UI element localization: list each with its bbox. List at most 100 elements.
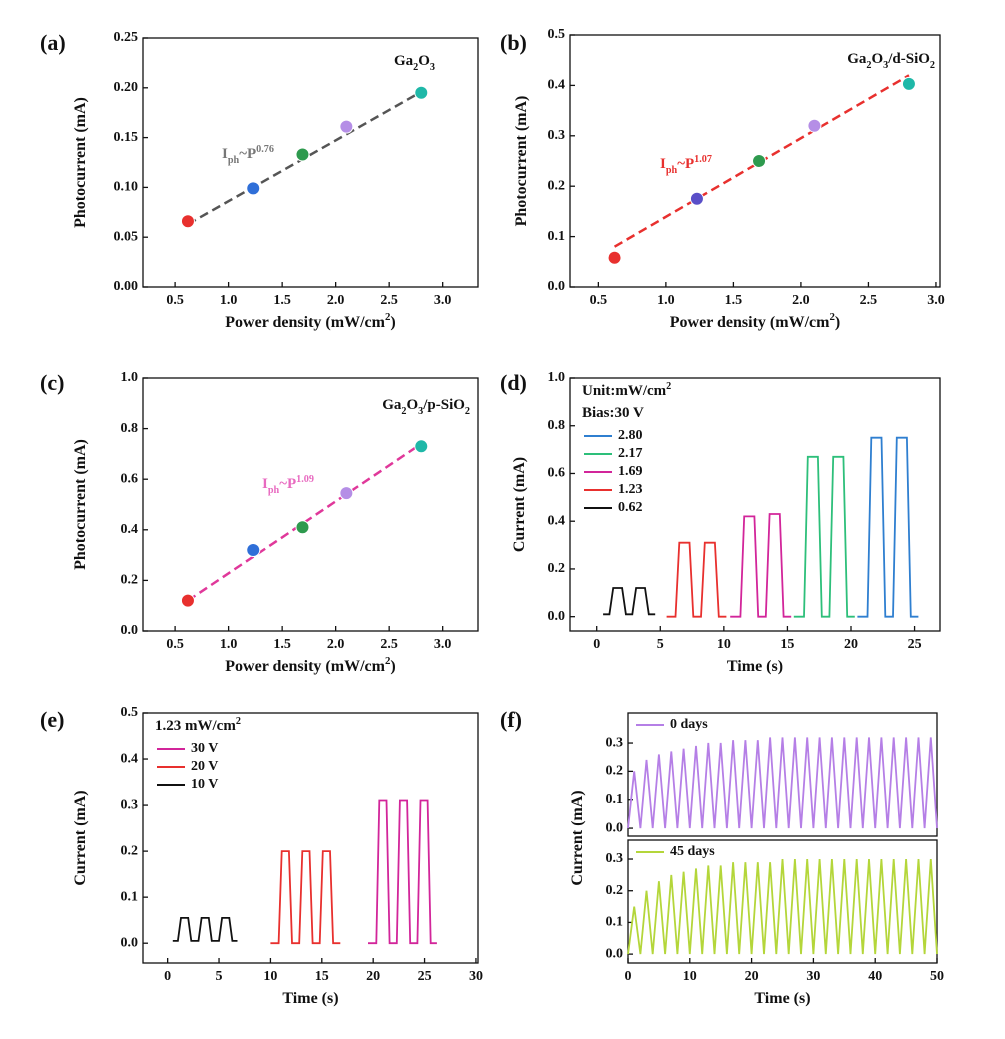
x-tick-label: 20	[844, 637, 858, 652]
legend-header: Bias:30 V	[582, 405, 644, 421]
y-tick-label: 0.0	[606, 820, 624, 835]
text-part: Time (s)	[282, 990, 338, 1007]
data-point	[295, 147, 310, 162]
text-part: Current (mA)	[511, 457, 528, 552]
text-part: 0.76	[256, 144, 274, 155]
annotation: Iph~P1.09	[262, 474, 314, 496]
text-part: 2	[465, 406, 470, 417]
legend-label: 45 days	[670, 844, 715, 859]
y-tick-label: 0.4	[548, 513, 566, 528]
x-tick-label: 1.0	[220, 293, 238, 308]
x-tick-label: 1.0	[220, 637, 238, 652]
plot-frame	[569, 377, 941, 632]
text-part: ph	[228, 155, 240, 166]
y-tick-label: 0.2	[548, 561, 566, 576]
y-tick-label: 0.20	[114, 80, 139, 95]
data-point	[180, 214, 195, 229]
data-line	[730, 513, 792, 618]
annotation: Ga2O3/d-SiO2	[847, 51, 935, 70]
x-tick-label: 2.0	[792, 293, 810, 308]
text-part: I	[262, 476, 268, 492]
text-part: Photocurrent (mA)	[513, 96, 530, 227]
x-tick-label: 2.0	[327, 293, 345, 308]
plot-frame	[627, 712, 938, 837]
y-tick-label: 0.10	[114, 180, 139, 195]
text-part: O	[418, 53, 430, 69]
text-part: Power density (mW/cm	[670, 314, 830, 331]
x-tick-label: 15	[315, 969, 329, 984]
y-tick-label: 0.8	[121, 421, 139, 436]
y-tick-label: 0.5	[121, 705, 139, 720]
plot-frame	[142, 712, 479, 964]
text-part: )	[390, 658, 395, 675]
text-part: 2	[413, 62, 418, 73]
text-part: ph	[666, 165, 678, 176]
text-part: Current (mA)	[72, 790, 89, 885]
y-tick-label: 1.0	[121, 370, 139, 385]
data-line	[270, 850, 341, 945]
data-point	[339, 486, 354, 501]
x-tick-label: 3.0	[434, 637, 452, 652]
y-tick-label: 0.3	[121, 797, 139, 812]
text-part: Photocurrent (mA)	[72, 439, 89, 570]
legend-label: 30 V	[191, 741, 218, 756]
y-axis-label: Photocurrent (mA)	[72, 97, 89, 228]
text-part: ~P	[677, 156, 694, 172]
x-tick-label: 40	[868, 969, 882, 984]
plot-frame	[569, 34, 941, 288]
data-point	[901, 76, 916, 91]
panel-label: (b)	[500, 30, 527, 55]
x-axis-label: Power density (mW/cm2)	[670, 311, 840, 331]
legend-header: 1.23 mW/cm2	[155, 716, 241, 735]
text-part: /d-SiO	[887, 51, 930, 67]
data-line	[627, 737, 938, 829]
panel-label: (a)	[40, 30, 66, 55]
y-tick-label: 0.25	[114, 30, 139, 45]
y-tick-label: 0.4	[548, 78, 566, 93]
y-tick-label: 0.00	[114, 279, 139, 294]
text-part: 2	[236, 716, 241, 727]
text-part: /p-SiO	[422, 397, 465, 413]
legend-label: 0.62	[618, 500, 643, 515]
panel-label: (c)	[40, 370, 64, 395]
text-part: Current (mA)	[569, 790, 586, 885]
text-part: )	[835, 314, 840, 331]
text-part: 2	[930, 60, 935, 71]
text-part: Unit:mW/cm	[582, 383, 667, 399]
y-axis-label: Current (mA)	[511, 457, 528, 552]
y-axis-label: Photocurrent (mA)	[513, 96, 530, 227]
y-tick-label: 0.1	[548, 229, 566, 244]
x-axis-label: Time (s)	[727, 658, 783, 675]
x-tick-label: 0	[593, 637, 600, 652]
text-part: Ga	[382, 397, 402, 413]
text-part: 1.07	[694, 154, 712, 165]
x-tick-label: 20	[745, 969, 759, 984]
data-point	[339, 119, 354, 134]
x-tick-label: 30	[469, 969, 483, 984]
text-part: Bias:30 V	[582, 405, 644, 421]
y-tick-label: 0.8	[548, 418, 566, 433]
y-axis-label: Photocurrent (mA)	[72, 439, 89, 570]
text-part: 2	[866, 60, 871, 71]
y-tick-label: 0.1	[606, 915, 624, 930]
data-line	[172, 917, 238, 942]
y-tick-label: 0.6	[121, 471, 139, 486]
x-tick-label: 20	[366, 969, 380, 984]
x-tick-label: 0	[625, 969, 632, 984]
text-part: Time (s)	[727, 658, 783, 675]
y-tick-label: 0.2	[606, 764, 624, 779]
y-tick-label: 0.2	[548, 178, 566, 193]
legend-label: 1.23	[618, 482, 643, 497]
y-tick-label: 0.3	[606, 851, 624, 866]
y-tick-label: 0.5	[548, 27, 566, 42]
y-tick-label: 0.1	[121, 889, 139, 904]
x-tick-label: 10	[683, 969, 697, 984]
text-part: O	[406, 397, 418, 413]
y-tick-label: 0.4	[121, 751, 139, 766]
data-point	[414, 85, 429, 100]
data-point	[295, 520, 310, 535]
text-part: Ga	[847, 51, 867, 67]
text-part: Power density (mW/cm	[225, 314, 385, 331]
data-line	[603, 587, 656, 616]
